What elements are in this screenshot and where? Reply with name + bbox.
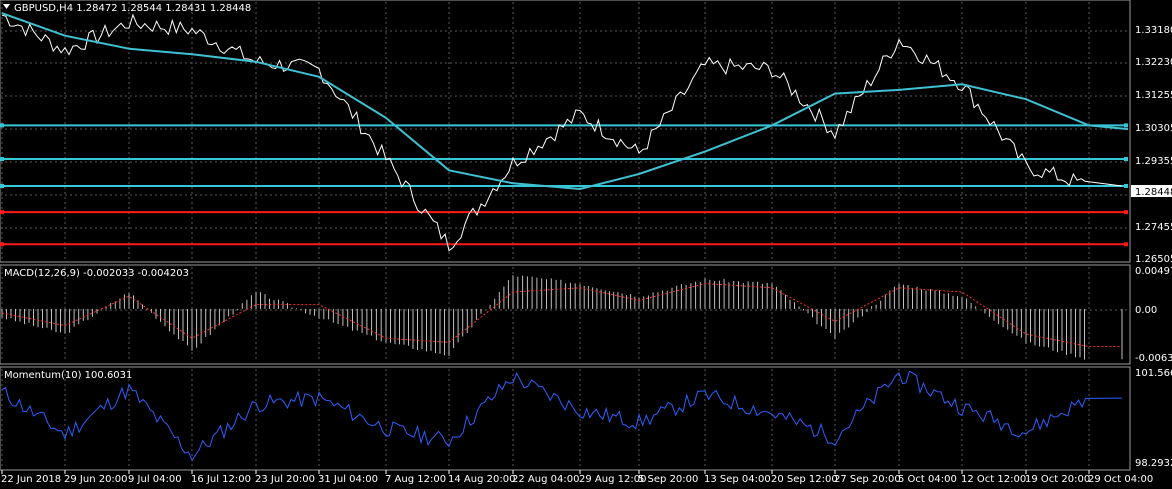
time-tick-label: 31 Jul 04:00 xyxy=(318,474,378,485)
momentum-tick-label: 101.5664 xyxy=(1135,368,1172,379)
price-tick-label: 1.29355 xyxy=(1135,156,1172,167)
macd-tick-label: 0.00 xyxy=(1135,305,1157,316)
price-tick-label: 1.31255 xyxy=(1135,90,1172,101)
time-tick-label: 5 Sep 20:00 xyxy=(638,474,698,485)
time-tick-label: 16 Jul 12:00 xyxy=(191,474,251,485)
price-panel-border xyxy=(0,0,1131,263)
chart-grid xyxy=(0,2,1128,468)
time-tick-label: 29 Oct 04:00 xyxy=(1088,474,1153,485)
momentum-title: Momentum(10) 100.6031 xyxy=(4,370,132,381)
time-tick-label: 22 Aug 04:00 xyxy=(512,474,579,485)
price-axis: 1.33180 1.32230 1.31255 1.30305 1.29355 … xyxy=(1131,25,1172,265)
level-handle-right xyxy=(1124,210,1128,215)
macd-panel[interactable] xyxy=(1,275,1123,360)
time-tick-label: 9 Jul 04:00 xyxy=(128,474,182,485)
price-tick-label: 1.30305 xyxy=(1135,123,1172,134)
level-handle-right xyxy=(1124,123,1128,128)
level-handle-left xyxy=(0,157,4,162)
level-handle-right xyxy=(1124,242,1128,247)
time-tick-label: 12 Oct 12:00 xyxy=(961,474,1026,485)
time-tick-label: 19 Oct 20:00 xyxy=(1025,474,1090,485)
time-tick-label: 22 Jun 2018 xyxy=(1,474,61,485)
time-tick-label: 29 Aug 12:00 xyxy=(579,474,646,485)
symbol-header: GBPUSD,H4 1.28472 1.28544 1.28431 1.2844… xyxy=(14,3,251,14)
time-tick-label: 20 Sep 12:00 xyxy=(771,474,838,485)
macd-panel-border xyxy=(0,264,1131,365)
macd-tick-label: -0.006329 xyxy=(1135,353,1172,364)
price-tick-label: 1.27455 xyxy=(1135,222,1172,233)
time-tick-label: 13 Sep 04:00 xyxy=(704,474,771,485)
time-tick-label: 29 Jun 20:00 xyxy=(64,474,128,485)
momentum-panel[interactable] xyxy=(1,370,1123,462)
time-tick-label: 14 Aug 20:00 xyxy=(448,474,515,485)
level-handle-left xyxy=(0,210,4,215)
price-tick-label: 1.26505 xyxy=(1135,254,1172,265)
macd-tick-label: 0.004977 xyxy=(1135,266,1172,277)
momentum-panel-border xyxy=(0,366,1131,471)
macd-histogram xyxy=(1,275,1123,360)
macd-title: MACD(12,26,9) -0.002033 -0.004203 xyxy=(4,268,189,279)
level-handle-left xyxy=(0,242,4,247)
price-series-line xyxy=(1,13,1123,252)
price-panel[interactable] xyxy=(0,12,1129,252)
current-price-box xyxy=(1131,185,1172,197)
time-tick-label: 5 Oct 04:00 xyxy=(898,474,957,485)
level-handle-left xyxy=(0,123,4,128)
level-handle-right xyxy=(1124,157,1128,162)
triangle-down-icon[interactable] xyxy=(3,4,10,9)
level-handle-right xyxy=(1124,183,1128,188)
time-tick-label: 23 Jul 20:00 xyxy=(255,474,315,485)
time-axis: 22 Jun 2018 29 Jun 20:00 9 Jul 04:00 16 Jul… xyxy=(1,470,1153,485)
time-tick-label: 7 Aug 12:00 xyxy=(385,474,446,485)
level-handle-left xyxy=(0,183,4,188)
time-tick-label: 27 Sep 20:00 xyxy=(834,474,901,485)
moving-average-line xyxy=(1,12,1129,191)
price-tick-label: 1.33180 xyxy=(1135,25,1172,36)
macd-signal-line xyxy=(1,283,1122,348)
price-tick-label: 1.32230 xyxy=(1135,57,1172,68)
momentum-line xyxy=(1,370,1123,462)
current-price-label: 1.28448 xyxy=(1135,187,1172,198)
